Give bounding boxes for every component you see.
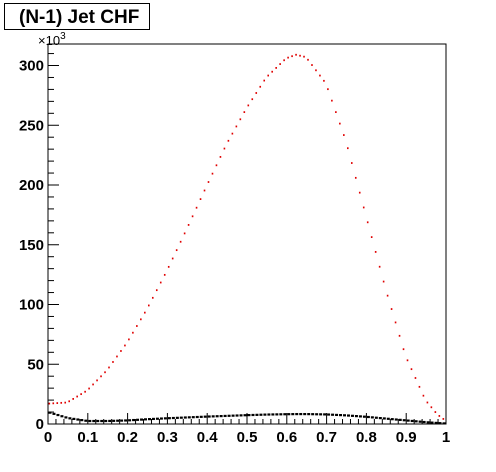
series-0 (48, 53, 446, 420)
y-tick-label: 100 (19, 297, 44, 314)
y-tick-label: 250 (19, 117, 44, 134)
x-tick-label: 0.7 (316, 429, 337, 446)
x-tick-label: 0.6 (276, 429, 297, 446)
y-tick-label: 50 (27, 356, 44, 373)
y-tick-label: 150 (19, 237, 44, 254)
x-tick-label: 0.1 (77, 429, 98, 446)
y-tick-label: 200 (19, 177, 44, 194)
x-tick-label: 0 (44, 429, 52, 446)
chart-title: (N-1) Jet CHF (4, 3, 151, 30)
series-1 (48, 411, 446, 425)
y-tick-label: 300 (19, 58, 44, 75)
x-tick-label: 0.2 (117, 429, 138, 446)
x-tick-label: 0.9 (396, 429, 417, 446)
x-tick-label: 0.3 (157, 429, 178, 446)
y-tick-label: 0 (36, 416, 44, 433)
x-tick-label: 0.8 (356, 429, 377, 446)
x-tick-label: 1 (442, 429, 450, 446)
x-tick-label: 0.5 (237, 429, 258, 446)
x-tick-label: 0.4 (197, 429, 219, 446)
plot-frame (47, 43, 447, 425)
y-exponent-label: ×103 (38, 31, 66, 48)
